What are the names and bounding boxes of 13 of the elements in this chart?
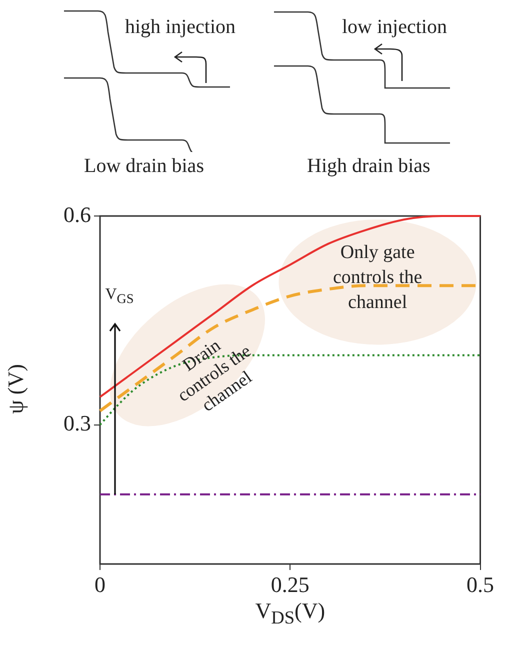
y-tick-label: 0.6 bbox=[64, 202, 91, 227]
y-tick-label: 0.3 bbox=[64, 410, 91, 436]
annotation: V$_{GS}$ bbox=[105, 286, 134, 307]
x-tick-label: 0.5 bbox=[466, 572, 494, 597]
text: low injection bbox=[342, 16, 447, 39]
y-axis-title: ψ (V) bbox=[3, 363, 29, 416]
x-tick-label: 0.25 bbox=[270, 572, 310, 597]
x-tick-label: 0 bbox=[94, 572, 106, 597]
text: High drain bias bbox=[307, 155, 430, 178]
text: high injection bbox=[125, 16, 236, 39]
text: Low drain bias bbox=[84, 155, 204, 178]
annotation: Only gate controls the channel bbox=[332, 241, 424, 316]
x-axis-title: V$_{DS}$(V) bbox=[254, 598, 326, 628]
